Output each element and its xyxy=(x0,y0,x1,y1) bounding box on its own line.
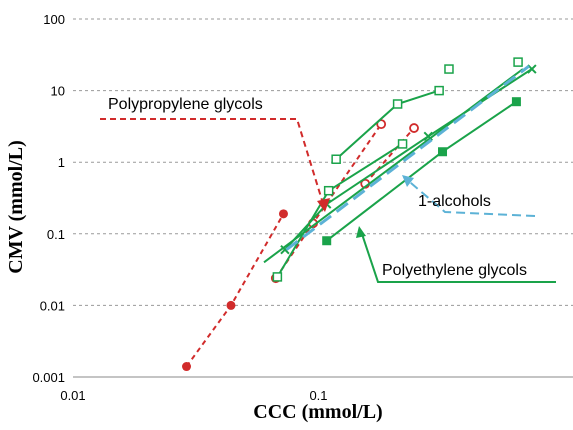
ppg-arrow xyxy=(100,118,326,211)
data-point-open-circle xyxy=(409,123,419,133)
ppg-label: Polypropylene glycols xyxy=(108,96,263,113)
peg-label: Polyethylene glycols xyxy=(382,262,527,279)
peg-arrowhead xyxy=(356,226,366,238)
y-tick-label: 1 xyxy=(58,155,65,170)
x-tick-label: 0.1 xyxy=(309,388,327,403)
y-tick-label: 0.01 xyxy=(40,298,65,313)
series-line xyxy=(285,64,530,251)
data-point-filled-square xyxy=(438,147,448,157)
data-point-filled-circle xyxy=(226,300,236,310)
data-point-open-square xyxy=(434,85,444,96)
tick-labels: 0.001 0.01 0.1 1 10 100 0.01 0.1 xyxy=(32,12,327,403)
x-axis-title: CCC (mmol/L) xyxy=(253,401,382,423)
data-point-open-square xyxy=(272,272,283,282)
alcohol-label: 1-alcohols xyxy=(418,193,491,210)
data-point-filled-square xyxy=(511,97,521,107)
y-tick-label: 0.1 xyxy=(47,227,65,242)
data-point-open-square xyxy=(323,185,334,196)
data-point-open-square xyxy=(397,139,408,149)
data-point-open-square xyxy=(513,57,523,67)
data-point-filled-circle xyxy=(182,362,192,372)
data-point-open-square xyxy=(392,99,403,109)
ppg-arrowhead xyxy=(317,198,330,212)
data-point-x xyxy=(423,131,433,142)
series-line xyxy=(185,213,285,368)
series-line xyxy=(335,89,440,160)
x-tick-label: 0.01 xyxy=(60,388,85,403)
data-point-open-square xyxy=(444,64,454,74)
y-tick-label: 100 xyxy=(43,12,65,27)
series-line xyxy=(263,68,524,264)
series-line xyxy=(364,127,415,185)
series-line xyxy=(326,100,517,242)
data-point-filled-circle xyxy=(278,209,288,219)
y-axis-title: CMV (mmol/L) xyxy=(5,140,27,274)
grid-lines xyxy=(73,18,573,306)
plot-area xyxy=(182,57,537,372)
data-point-open-square xyxy=(331,154,341,164)
data-point-x xyxy=(527,64,537,74)
alcohol-arrowhead xyxy=(402,175,414,187)
data-point-open-circle xyxy=(376,119,387,130)
y-tick-label: 10 xyxy=(51,84,65,99)
annotations: Polypropylene glycols 1-alcohols Polyeth… xyxy=(100,96,556,283)
peg-arrow xyxy=(360,230,556,283)
y-tick-label: 0.001 xyxy=(32,370,65,385)
alcohol-arrow xyxy=(404,177,536,217)
data-point-filled-square xyxy=(322,236,332,246)
